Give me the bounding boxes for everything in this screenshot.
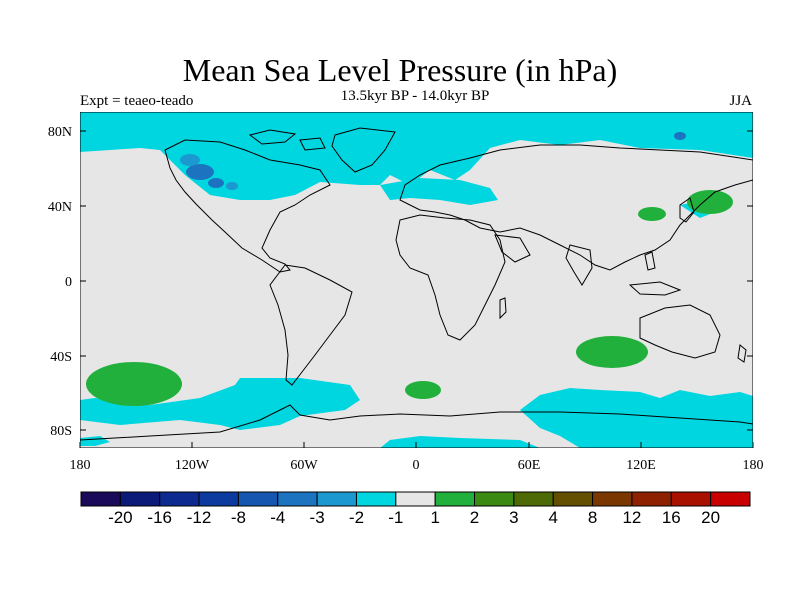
colorbar-label: 1 [430, 508, 439, 527]
colorbar-label: 4 [549, 508, 558, 527]
colorbar-label: -4 [270, 508, 285, 527]
lon-label-60e: 60E [518, 458, 541, 473]
coastlines [80, 127, 753, 441]
colorbar-labels: -20 -16 -12 -8 -4 -3 -2 -1 1 2 3 4 8 12 16 20 [108, 508, 720, 527]
colorbar-swatch [316, 491, 357, 507]
negative-anomaly-regions [80, 112, 753, 448]
lon-label-60w: 60W [290, 458, 318, 473]
axis-ticks [79, 130, 754, 448]
colorbar-label: -1 [388, 508, 403, 527]
experiment-label: Expt = teaeo-teado [80, 93, 194, 109]
lat-label-80s: 80S [50, 424, 72, 439]
colorbar-label: 8 [588, 508, 597, 527]
colorbar-swatch [198, 491, 239, 507]
colorbar-label: 2 [470, 508, 479, 527]
lat-label-0: 0 [65, 275, 72, 290]
colorbar-label: -16 [147, 508, 172, 527]
map-title: Mean Sea Level Pressure (in hPa) [182, 52, 618, 88]
colorbar [80, 491, 751, 507]
colorbar-swatch [119, 491, 161, 507]
colorbar-swatch [434, 491, 476, 507]
lon-label-180w: 180 [70, 458, 91, 473]
period-label: 13.5kyr BP - 14.0kyr BP [340, 88, 490, 104]
lon-label-0: 0 [413, 458, 420, 473]
lon-label-120e: 120E [626, 458, 656, 473]
colorbar-swatch [592, 491, 633, 507]
colorbar-swatch [670, 491, 712, 507]
colorbar-label: 3 [509, 508, 518, 527]
lon-label-180e: 180 [743, 458, 764, 473]
colorbar-swatch [355, 491, 397, 507]
lon-label-120w: 120W [175, 458, 210, 473]
lat-label-80n: 80N [48, 125, 72, 140]
colorbar-label: -3 [310, 508, 325, 527]
colorbar-label: 12 [622, 508, 641, 527]
colorbar-swatch [552, 491, 594, 507]
colorbar-swatch [159, 491, 200, 507]
colorbar-swatch [80, 491, 121, 507]
colorbar-label: -8 [231, 508, 246, 527]
colorbar-swatch [237, 491, 279, 507]
colorbar-label: 16 [662, 508, 681, 527]
colorbar-swatch [710, 491, 751, 507]
colorbar-swatch [277, 491, 318, 507]
colorbar-label: -12 [187, 508, 212, 527]
colorbar-swatch [631, 491, 672, 507]
colorbar-swatch [513, 491, 554, 507]
colorbar-label: -2 [349, 508, 364, 527]
colorbar-swatch [395, 491, 436, 507]
strong-negative-regions [186, 132, 686, 188]
lat-label-40n: 40N [48, 200, 72, 215]
pressure-map [80, 112, 753, 448]
colorbar-label: 20 [701, 508, 720, 527]
season-label: JJA [729, 93, 752, 109]
moderate-negative-regions [180, 154, 238, 190]
positive-anomaly-regions [86, 190, 733, 406]
colorbar-label: -20 [108, 508, 133, 527]
colorbar-swatch [474, 491, 515, 507]
lat-label-40s: 40S [50, 350, 72, 365]
